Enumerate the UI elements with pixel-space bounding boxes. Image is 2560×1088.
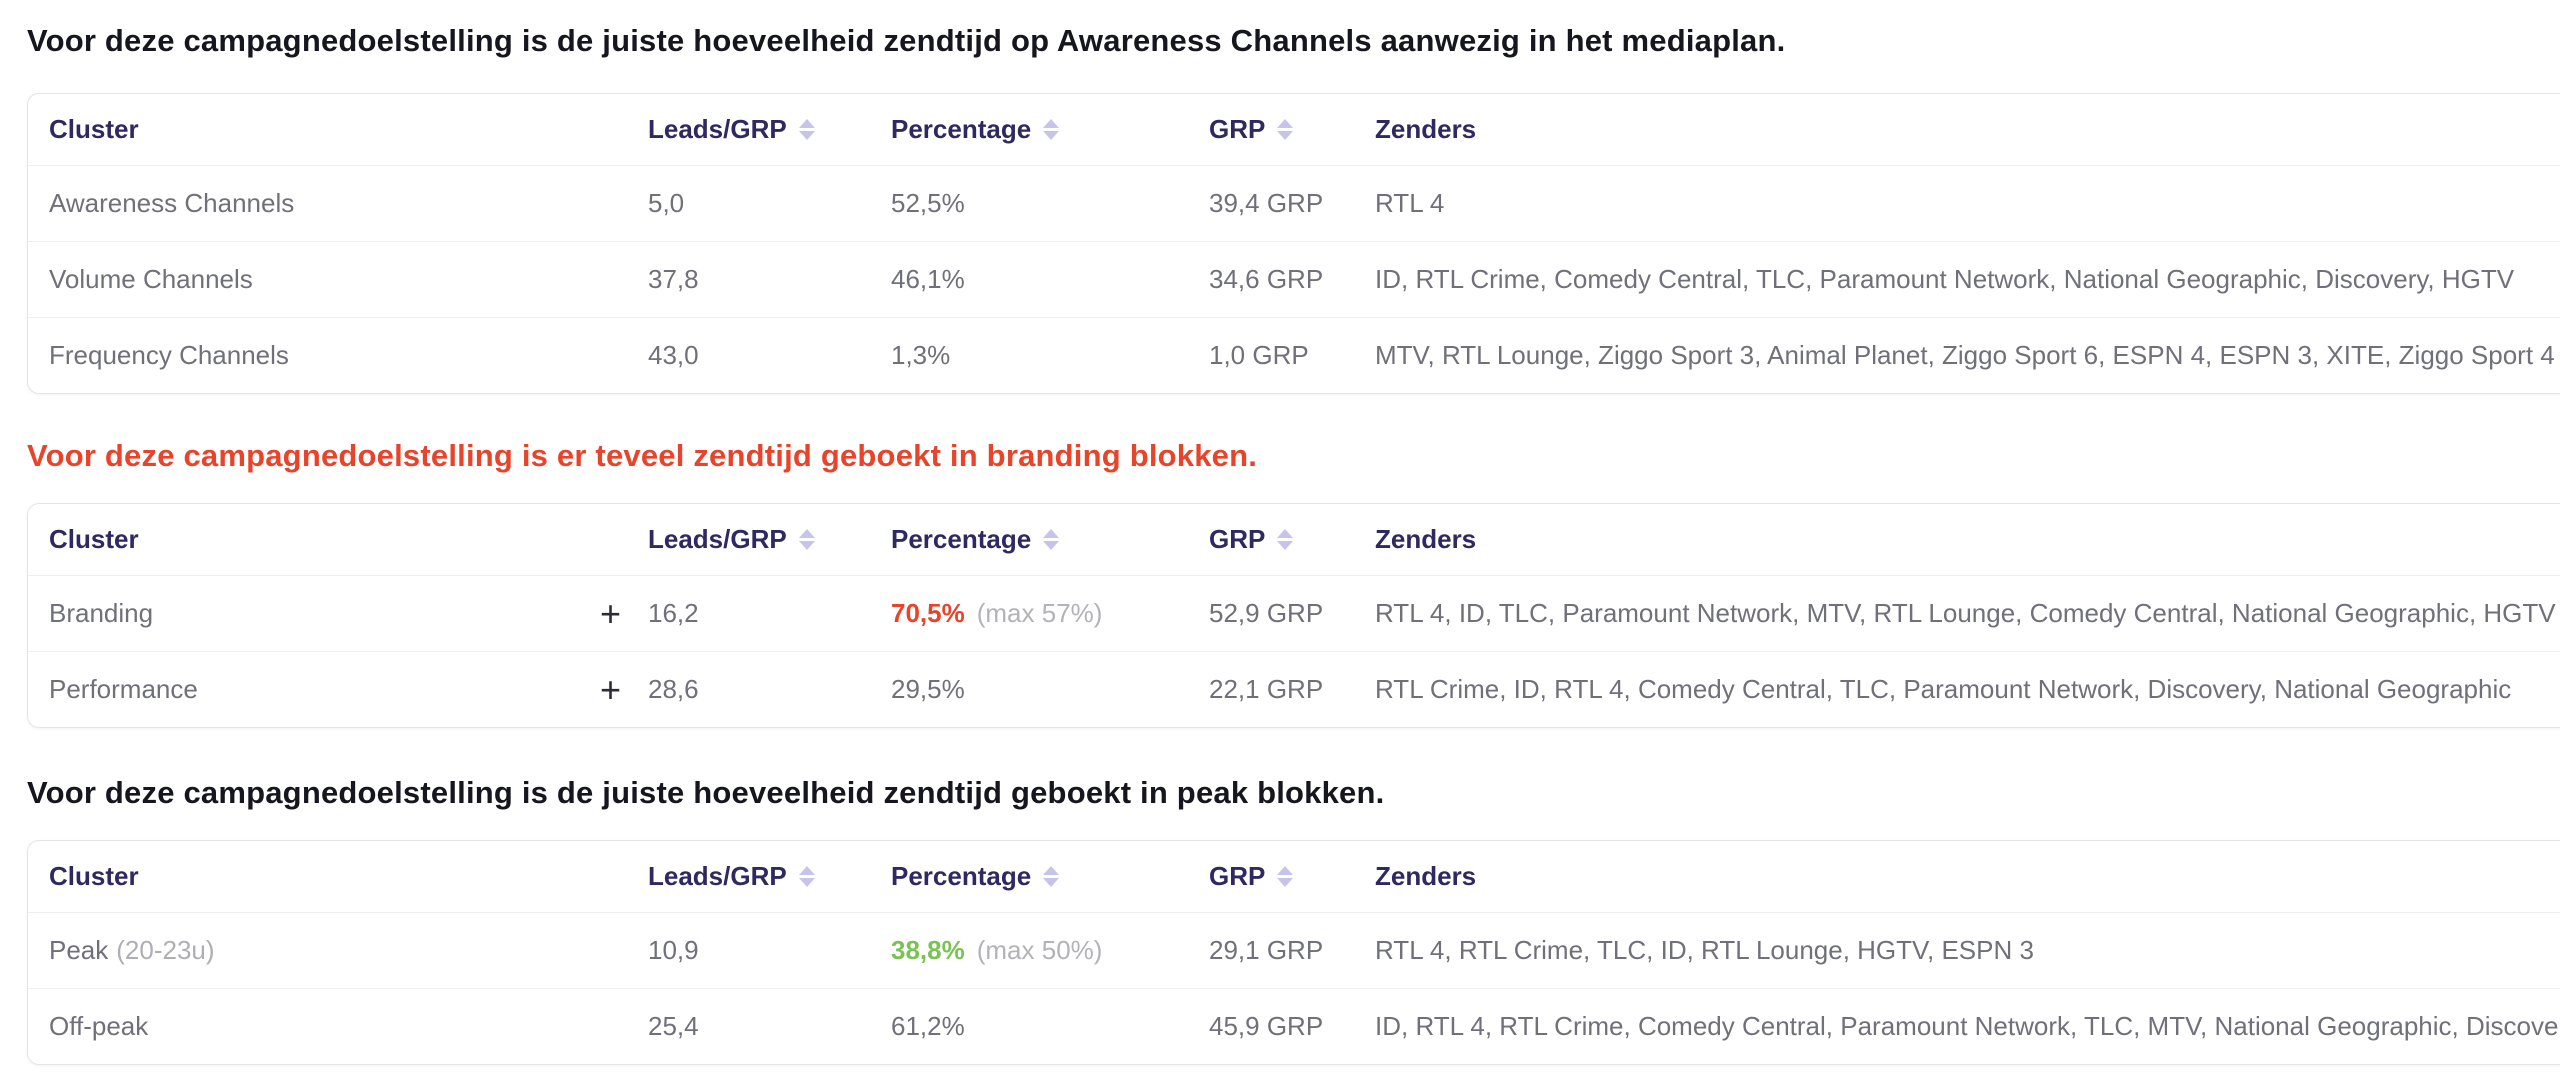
percentage-cell: 1,3% — [891, 340, 951, 370]
table-header-row: Cluster Leads/GRP Percentage GRP Zenders — [28, 504, 2560, 575]
col-header-label: GRP — [1209, 524, 1266, 554]
col-header-percentage[interactable]: Percentage — [891, 524, 1209, 555]
leads-grp-cell: 16,2 — [648, 598, 699, 628]
section-heading-alert: Voor deze campagnedoelstelling is er tev… — [27, 438, 1258, 473]
cluster-cell: Branding + — [28, 592, 648, 634]
percentage-cell: 46,1% — [891, 264, 965, 294]
cluster-cell: Performance + — [28, 668, 648, 710]
col-header-cluster: Cluster — [49, 861, 139, 891]
col-header-leads-grp[interactable]: Leads/GRP — [648, 861, 891, 892]
cluster-table: Cluster Leads/GRP Percentage GRP Zenders… — [27, 503, 2560, 728]
zenders-cell: ID, RTL 4, RTL Crime, Comedy Central, Pa… — [1375, 1011, 2560, 1041]
leads-grp-cell: 10,9 — [648, 935, 699, 965]
col-header-label: Leads/GRP — [648, 861, 787, 891]
zenders-cell: ID, RTL Crime, Comedy Central, TLC, Para… — [1375, 264, 2515, 294]
table-row: Branding + 16,2 70,5% (max 57%) 52,9 GRP… — [28, 575, 2560, 651]
section-branding-blokken: Voor deze campagnedoelstelling is er tev… — [27, 437, 2560, 728]
grp-cell: 22,1 GRP — [1209, 674, 1324, 704]
percentage-value-over-limit: 70,5% — [891, 598, 965, 628]
col-header-label: GRP — [1209, 114, 1266, 144]
table-row: Peak (20-23u) 10,9 38,8% (max 50%) 29,1 … — [28, 912, 2560, 988]
leads-grp-cell: 25,4 — [648, 1011, 699, 1041]
cluster-time-range: (20-23u) — [116, 935, 215, 965]
sort-icon — [798, 529, 815, 550]
sort-icon — [1043, 866, 1060, 887]
cluster-table: Cluster Leads/GRP Percentage GRP Zenders… — [27, 93, 2560, 394]
max-note: (max 57%) — [976, 598, 1103, 628]
expand-plus-icon[interactable]: + — [599, 592, 621, 634]
table-header-row: Cluster Leads/GRP Percentage GRP Zenders — [28, 841, 2560, 912]
col-header-grp[interactable]: GRP — [1209, 524, 1375, 555]
grp-cell: 1,0 GRP — [1209, 340, 1309, 370]
section-heading: Voor deze campagnedoelstelling is de jui… — [27, 23, 1786, 58]
leads-grp-cell: 5,0 — [648, 188, 685, 218]
table-header-row: Cluster Leads/GRP Percentage GRP Zenders — [28, 94, 2560, 165]
max-note: (max 50%) — [976, 935, 1103, 965]
col-header-leads-grp[interactable]: Leads/GRP — [648, 114, 891, 145]
section-heading: Voor deze campagnedoelstelling is de jui… — [27, 775, 1385, 810]
col-header-label: GRP — [1209, 861, 1266, 891]
percentage-value-within-limit: 38,8% — [891, 935, 965, 965]
cluster-cell: Awareness Channels — [49, 188, 295, 218]
zenders-cell: RTL Crime, ID, RTL 4, Comedy Central, TL… — [1375, 674, 2512, 704]
cluster-cell: Volume Channels — [49, 264, 253, 294]
leads-grp-cell: 43,0 — [648, 340, 699, 370]
cluster-cell: Peak (20-23u) — [28, 935, 648, 966]
zenders-cell: RTL 4, ID, TLC, Paramount Network, MTV, … — [1375, 598, 2556, 628]
table-row: Volume Channels 37,8 46,1% 34,6 GRP ID, … — [28, 241, 2560, 317]
col-header-zenders: Zenders — [1375, 861, 1477, 891]
col-header-percentage[interactable]: Percentage — [891, 114, 1209, 145]
cluster-cell: Off-peak — [49, 1011, 149, 1041]
percentage-cell: 61,2% — [891, 1011, 965, 1041]
sort-icon — [1043, 529, 1060, 550]
expand-plus-icon[interactable]: + — [599, 668, 621, 710]
col-header-grp[interactable]: GRP — [1209, 861, 1375, 892]
col-header-zenders: Zenders — [1375, 114, 1477, 144]
sort-icon — [1277, 866, 1294, 887]
col-header-percentage[interactable]: Percentage — [891, 861, 1209, 892]
percentage-cell: 52,5% — [891, 188, 965, 218]
col-header-label: Percentage — [891, 114, 1032, 144]
cluster-cell: Frequency Channels — [49, 340, 289, 370]
col-header-label: Leads/GRP — [648, 114, 787, 144]
sort-icon — [798, 866, 815, 887]
grp-cell: 39,4 GRP — [1209, 188, 1324, 218]
col-header-cluster: Cluster — [49, 114, 139, 144]
col-header-label: Leads/GRP — [648, 524, 787, 554]
sort-icon — [1277, 529, 1294, 550]
zenders-cell: RTL 4, RTL Crime, TLC, ID, RTL Lounge, H… — [1375, 935, 2034, 965]
percentage-cell: 29,5% — [891, 674, 965, 704]
col-header-label: Percentage — [891, 524, 1032, 554]
percentage-cell: 38,8% (max 50%) — [891, 935, 1209, 966]
col-header-cluster: Cluster — [49, 524, 139, 554]
zenders-cell: MTV, RTL Lounge, Ziggo Sport 3, Animal P… — [1375, 340, 2555, 370]
table-row: Awareness Channels 5,0 52,5% 39,4 GRP RT… — [28, 165, 2560, 241]
cluster-label: Performance — [49, 674, 198, 704]
table-row: Frequency Channels 43,0 1,3% 1,0 GRP MTV… — [28, 317, 2560, 393]
grp-cell: 34,6 GRP — [1209, 264, 1324, 294]
leads-grp-cell: 28,6 — [648, 674, 699, 704]
col-header-label: Percentage — [891, 861, 1032, 891]
leads-grp-cell: 37,8 — [648, 264, 699, 294]
section-awareness-channels: Voor deze campagnedoelstelling is de jui… — [27, 22, 2560, 394]
grp-cell: 45,9 GRP — [1209, 1011, 1324, 1041]
cluster-label: Peak — [49, 935, 109, 965]
col-header-leads-grp[interactable]: Leads/GRP — [648, 524, 891, 555]
percentage-cell: 70,5% (max 57%) — [891, 598, 1209, 629]
sort-icon — [798, 119, 815, 140]
table-row: Off-peak 25,4 61,2% 45,9 GRP ID, RTL 4, … — [28, 988, 2560, 1064]
zenders-cell: RTL 4 — [1375, 188, 1445, 218]
col-header-grp[interactable]: GRP — [1209, 114, 1375, 145]
sort-icon — [1277, 119, 1294, 140]
sort-icon — [1043, 119, 1060, 140]
cluster-table: Cluster Leads/GRP Percentage GRP Zenders… — [27, 840, 2560, 1065]
grp-cell: 29,1 GRP — [1209, 935, 1324, 965]
table-row: Performance + 28,6 29,5% 22,1 GRP RTL Cr… — [28, 651, 2560, 727]
section-peak-blokken: Voor deze campagnedoelstelling is de jui… — [27, 774, 2560, 1065]
grp-cell: 52,9 GRP — [1209, 598, 1324, 628]
cluster-label: Branding — [49, 598, 154, 628]
col-header-zenders: Zenders — [1375, 524, 1477, 554]
